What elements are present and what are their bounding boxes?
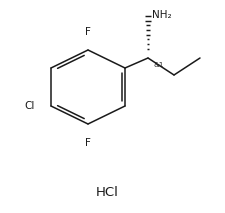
Text: Cl: Cl	[25, 101, 35, 111]
Text: F: F	[85, 27, 91, 37]
Text: F: F	[85, 138, 91, 148]
Text: &1: &1	[154, 62, 164, 68]
Text: HCl: HCl	[96, 186, 118, 199]
Text: NH₂: NH₂	[152, 10, 172, 20]
